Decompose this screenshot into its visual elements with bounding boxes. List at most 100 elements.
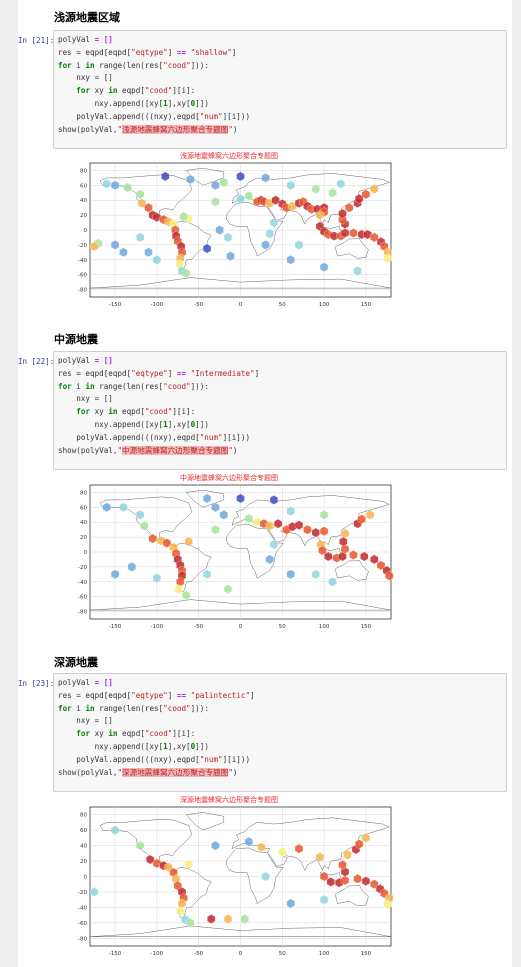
hexbin-cell	[340, 228, 350, 238]
hexbin-cell	[269, 495, 279, 505]
hexbin-cell	[211, 524, 220, 535]
hexbin-map-intermediate: -150 -100 -50 0 50 100 150 80 60 40 20 0 -20 -40 -60 -8…	[78, 484, 394, 630]
hexbin-cell	[338, 860, 347, 870]
hexbin-cell	[236, 193, 245, 204]
hexbin-cell	[182, 268, 191, 278]
hexbin-cell	[148, 533, 157, 544]
hexbin-cell	[261, 871, 270, 882]
hexbin-cell	[269, 217, 279, 228]
code-cell-21[interactable]: polyVal = [] res = eqpd[eqpd["eqtype"] =…	[53, 30, 507, 149]
hexbin-map-shallow: -150 -100 -50 0 50 100 150 80 60 40 20 0 -20 -40 -60 -8…	[78, 162, 392, 308]
hexbin-cell	[236, 171, 245, 182]
x-tick-label: 150	[361, 624, 372, 630]
hexbin-cell	[211, 840, 220, 851]
hexbin-cell	[161, 171, 170, 182]
code-cell-22[interactable]: polyVal = [] res = eqpd[eqpd["eqtype"] =…	[53, 351, 507, 470]
hexbin-cell	[110, 180, 120, 191]
hexbin-cell	[286, 506, 295, 516]
hexbin-cell	[340, 544, 350, 554]
coastline	[335, 884, 369, 907]
hexbin-cell	[365, 510, 375, 520]
y-tick-label: 80	[80, 813, 87, 819]
notebook-page	[18, 0, 512, 967]
section-heading-intermediate: 中源地震	[54, 333, 98, 346]
hexbin-cell	[355, 839, 364, 849]
hexbin-cell	[336, 179, 345, 189]
hexbin-cell	[140, 521, 149, 531]
code-block: polyVal = [] res = eqpd[eqpd["eqtype"] =…	[58, 678, 255, 777]
hexbin-cell	[340, 528, 350, 539]
hexbin-cell	[311, 527, 320, 538]
hexbin-cell	[164, 862, 173, 872]
hexbin-cell	[319, 262, 329, 272]
hexbin-cell	[174, 584, 183, 594]
y-tick-label: -60	[78, 921, 87, 927]
coastline	[185, 489, 225, 508]
x-tick-label: -150	[109, 302, 122, 308]
hexbin-cell	[343, 850, 352, 860]
cell-prompt-22: In [22]:	[18, 357, 55, 366]
y-tick-label: -60	[78, 595, 87, 601]
coastline	[335, 237, 369, 259]
hexbin-cell	[152, 858, 162, 869]
hexbin-cell	[363, 229, 372, 240]
hexbin-cell	[265, 554, 274, 565]
hexbin-cell	[179, 211, 188, 222]
x-tick-label: 0	[239, 302, 243, 308]
y-tick-label: 60	[80, 183, 87, 189]
x-tick-label: 150	[361, 951, 372, 957]
hexbin-cell	[90, 887, 99, 897]
cell-prompt-21: In [21]:	[18, 36, 55, 45]
hexbin-cell	[315, 852, 325, 862]
figure-intermediate: 中源地震蜂窝六边形聚合专题图 -150 -100 -50 0 50 100 150 80 60 4…	[64, 473, 394, 633]
figure-shallow: 浅源地震蜂窝六边形聚合专题图 -150 -100 -50 0 50 100 150 80 60 4…	[64, 151, 394, 311]
x-tick-label: 50	[279, 302, 286, 308]
y-tick-label: -80	[78, 288, 87, 294]
hexbin-cell	[102, 502, 111, 513]
hexbin-cell	[361, 833, 371, 843]
hexbin-cell	[253, 517, 262, 527]
hexbin-cell	[207, 914, 216, 924]
x-tick-label: 100	[319, 302, 330, 308]
hexbin-cell	[110, 825, 120, 835]
figure-title: 中源地震蜂窝六边形聚合专题图	[180, 474, 278, 482]
hexbin-cell	[319, 526, 329, 536]
hexbin-cell	[370, 232, 379, 243]
highlighted-string: 深源地震蜂窝六边形聚合专题图	[122, 767, 229, 777]
x-tick-label: -50	[194, 302, 203, 308]
hexbin-cell	[211, 180, 220, 191]
hexbin-cell	[361, 189, 371, 200]
hexbin-cell	[162, 538, 172, 548]
hexbin-cell	[303, 524, 312, 535]
hexbin-cell	[219, 177, 228, 188]
coastline	[226, 847, 284, 904]
code-cell-23[interactable]: polyVal = [] res = eqpd[eqpd["eqtype"] =…	[53, 673, 507, 792]
x-tick-label: -150	[109, 951, 122, 957]
hexbin-cell	[294, 843, 304, 854]
hexbin-cell	[110, 569, 120, 580]
hexbin-cell	[265, 228, 274, 239]
hexbin-cell	[211, 502, 220, 513]
x-tick-label: 100	[319, 624, 330, 630]
figure-title: 浅源地震蜂窝六边形聚合专题图	[180, 152, 278, 160]
hexbin-cell	[340, 867, 350, 877]
code-block: polyVal = [] res = eqpd[eqpd["eqtype"] =…	[58, 356, 260, 455]
coastline	[89, 599, 392, 611]
hexbin-cell	[152, 255, 162, 265]
section-heading-deep: 深源地震	[54, 656, 98, 669]
x-tick-label: 100	[319, 951, 330, 957]
hexbin-cell	[338, 214, 347, 225]
coastline	[335, 559, 369, 581]
hexbin-cell	[223, 914, 233, 924]
hexbin-cell	[184, 536, 193, 547]
y-tick-label: -40	[78, 905, 87, 911]
x-tick-label: -100	[151, 302, 164, 308]
hexbin-cell	[357, 514, 366, 524]
x-tick-label: 150	[361, 302, 372, 308]
x-tick-label: -100	[151, 624, 164, 630]
hexbin-cell	[257, 842, 266, 852]
hexbin-cell	[278, 847, 287, 857]
hexbin-cell	[110, 240, 120, 250]
hexbin-cell	[202, 493, 212, 504]
y-tick-label: 0	[84, 550, 88, 556]
